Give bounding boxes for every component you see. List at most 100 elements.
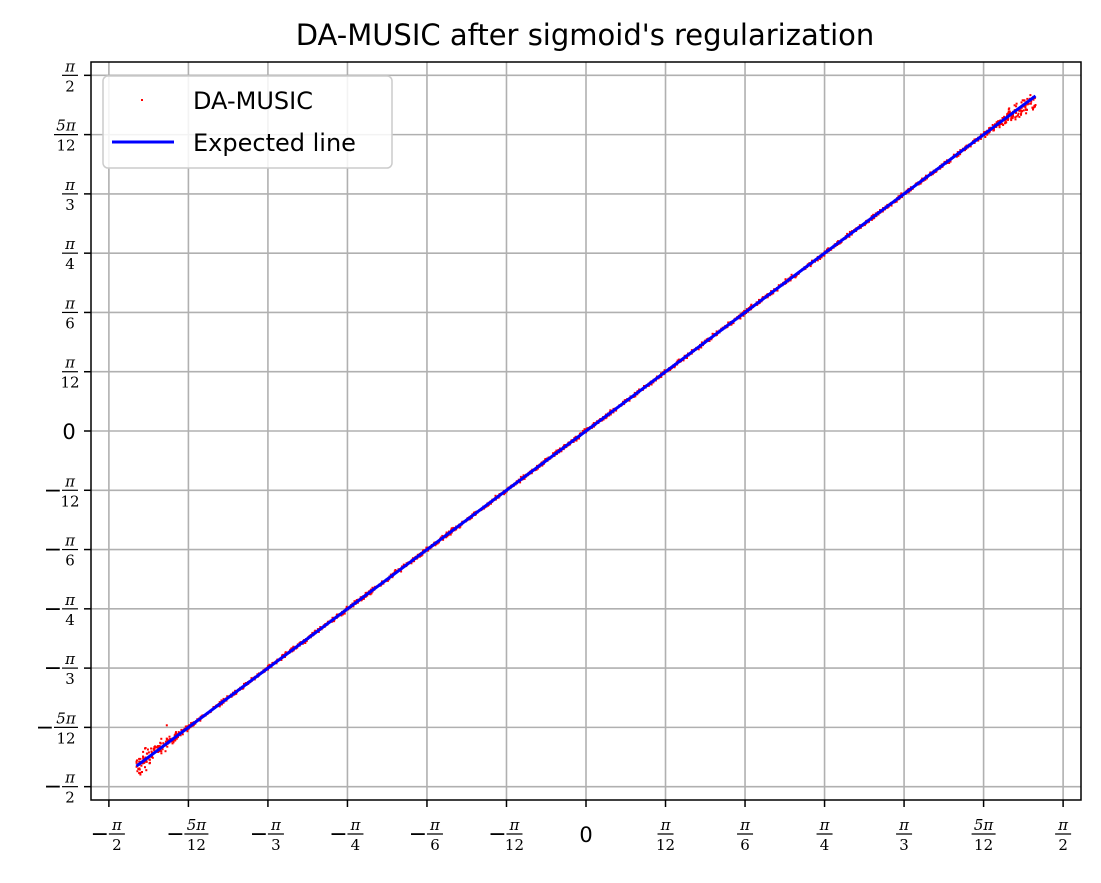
y-tick-label-denominator: 2 — [65, 77, 75, 95]
x-tick-label-sign: − — [409, 822, 427, 847]
scatter-point — [992, 129, 995, 132]
scatter-point — [959, 153, 962, 156]
scatter-point — [218, 705, 221, 708]
scatter-point — [144, 766, 146, 769]
scatter-point — [998, 124, 1001, 127]
scatter-point — [494, 494, 497, 497]
scatter-point — [1020, 113, 1022, 116]
scatter-point — [1018, 115, 1021, 118]
scatter-point — [281, 654, 284, 657]
x-tick-label-denominator: 2 — [1058, 836, 1068, 854]
scatter-point — [1010, 117, 1013, 120]
y-tick-label-denominator: 4 — [65, 255, 75, 273]
scatter-point — [1006, 113, 1009, 116]
y-tick-label-numerator: π — [64, 591, 76, 609]
legend-box — [102, 75, 393, 169]
scatter-point — [523, 477, 526, 480]
scatter-point — [1013, 104, 1016, 107]
y-tick-label-denominator: 12 — [56, 137, 75, 155]
scatter-point — [175, 731, 177, 734]
x-tick-label: π6 — [737, 816, 754, 854]
x-tick-label-numerator: π — [1057, 816, 1069, 834]
expected-line-series — [135, 94, 1037, 768]
x-tick-label: 0 — [579, 823, 592, 847]
scatter-point — [1015, 105, 1018, 108]
scatter-point — [138, 772, 141, 775]
scatter-point — [160, 750, 163, 753]
scatter-point — [761, 296, 764, 299]
scatter-point — [1025, 108, 1028, 111]
scatter-point — [136, 770, 139, 773]
scatter-point — [957, 154, 960, 157]
scatter-point — [179, 734, 182, 737]
x-tick-label-numerator: π — [660, 816, 672, 834]
scatter-point — [169, 738, 172, 740]
scatter-point — [1008, 110, 1011, 113]
scatter-point — [1020, 112, 1023, 115]
scatter-point — [1011, 116, 1014, 118]
scatter-point — [386, 579, 389, 582]
scatter-point — [784, 278, 787, 281]
scatter-point — [998, 126, 1001, 129]
scatter-point — [1007, 118, 1009, 121]
scatter-point — [445, 531, 448, 534]
scatter-point — [1015, 102, 1018, 105]
scatter-point — [434, 544, 437, 547]
scatter-point — [174, 732, 177, 735]
scatter-point — [250, 677, 253, 680]
x-tick-label: − π 6 — [409, 816, 443, 854]
y-tick-label-sign: − — [44, 538, 62, 563]
scatter-point — [343, 612, 346, 615]
scatter-point — [173, 734, 176, 737]
scatter-point — [650, 383, 653, 386]
scatter-point — [628, 399, 631, 402]
scatter-point — [1032, 98, 1035, 101]
scatter-point — [136, 759, 138, 762]
x-tick-label: π4 — [816, 816, 833, 854]
y-tick-label-denominator: 12 — [60, 374, 79, 392]
scatter-point — [823, 254, 826, 257]
scatter-point — [141, 771, 143, 773]
scatter-point — [441, 534, 444, 537]
scatter-point — [177, 736, 179, 739]
scatter-point — [1024, 106, 1027, 109]
y-tick-label-numerator: π — [64, 650, 76, 668]
scatter-point — [890, 204, 893, 207]
scatter-point — [700, 346, 703, 349]
scatter-point — [422, 549, 424, 552]
scatter-point — [445, 536, 448, 539]
y-tick-label-numerator: π — [64, 294, 76, 312]
x-tick-label-denominator: 4 — [351, 836, 361, 854]
scatter-point — [1015, 115, 1018, 118]
scatter-point — [150, 756, 153, 758]
scatter-point — [503, 493, 506, 496]
scatter-point — [154, 745, 156, 748]
scatter-point — [578, 437, 580, 440]
scatter-point — [340, 614, 343, 617]
x-tick-label-sign: − — [329, 822, 347, 847]
y-tick-label-numerator: π — [64, 769, 76, 787]
x-tick-label-denominator: 4 — [820, 836, 830, 854]
scatter-point — [363, 597, 365, 600]
scatter-point — [220, 703, 223, 706]
scatter-point — [157, 751, 160, 753]
scatter-point — [144, 756, 147, 759]
scatter-point — [816, 259, 819, 262]
scatter-point — [150, 750, 153, 753]
x-tick-label-denominator: 3 — [899, 836, 909, 854]
x-tick-label-numerator: π — [270, 816, 282, 834]
scatter-point — [732, 322, 735, 325]
y-tick-label: − π 2 — [44, 769, 78, 807]
scatter-point — [581, 429, 584, 432]
scatter-point — [156, 746, 159, 749]
scatter-point — [1016, 114, 1019, 117]
y-tick-label: π3 — [62, 176, 78, 214]
scatter-point — [139, 773, 142, 776]
x-tick-label-numerator: 5π — [187, 816, 208, 834]
scatter-point — [820, 256, 823, 259]
x-tick-label-numerator: π — [819, 816, 831, 834]
scatter-point — [758, 298, 760, 301]
scatter-point — [1020, 101, 1023, 104]
scatter-point — [1018, 109, 1021, 112]
